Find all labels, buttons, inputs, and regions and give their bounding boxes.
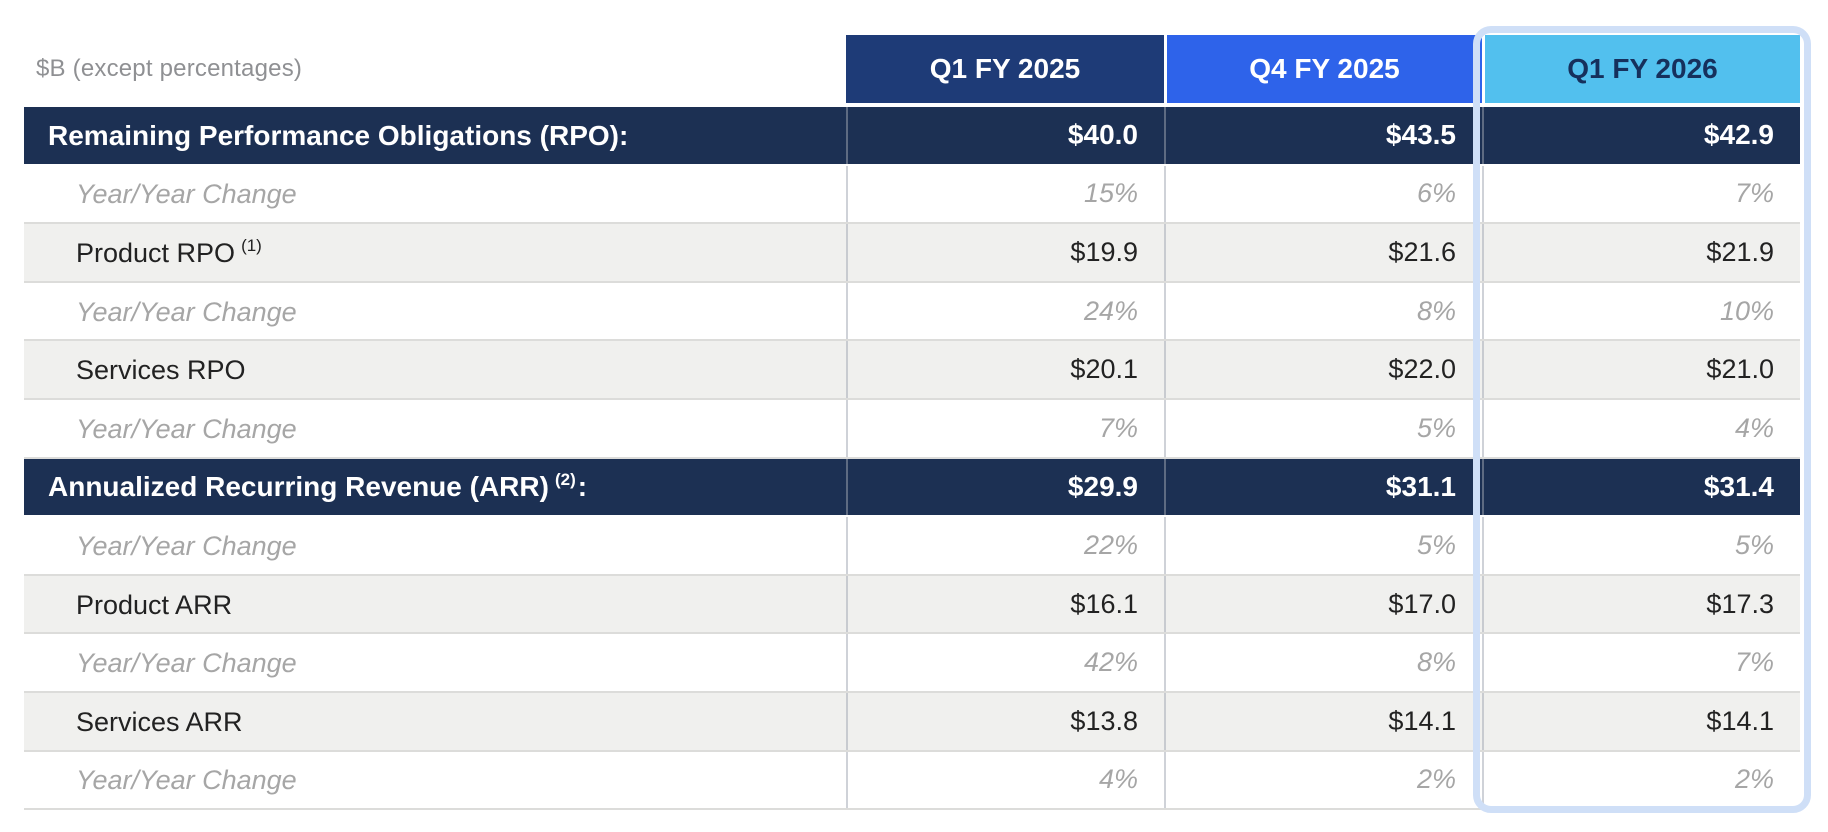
table-row-yoy: Year/Year Change 7% 5% 4%: [24, 399, 1800, 459]
cell-value: $22.0: [1164, 341, 1482, 398]
table-row-yoy: Year/Year Change 42% 8% 7%: [24, 634, 1800, 693]
row-label: Annualized Recurring Revenue (ARR) (2):: [48, 470, 588, 503]
row-label: Year/Year Change: [76, 179, 297, 210]
cell-value: 6%: [1164, 165, 1482, 223]
cell-value: 2%: [1164, 751, 1482, 809]
cell-value: $21.6: [1164, 224, 1482, 281]
cell-value: 8%: [1164, 282, 1482, 340]
cell-value: 8%: [1164, 634, 1482, 691]
cell-value: 7%: [1482, 165, 1800, 223]
cell-value: 42%: [846, 634, 1164, 691]
cell-value: $14.1: [1482, 692, 1800, 750]
cell-value: $42.9: [1482, 107, 1800, 164]
cell-value: $17.3: [1482, 575, 1800, 633]
cell-value: $31.4: [1482, 458, 1800, 516]
cell-value: $20.1: [846, 341, 1164, 398]
cell-value: $16.1: [846, 575, 1164, 633]
row-label: Year/Year Change: [76, 530, 297, 561]
column-header-q1-fy2026: Q1 FY 2026: [1482, 35, 1800, 103]
cell-value: 2%: [1482, 751, 1800, 809]
row-label: Product ARR: [76, 589, 233, 620]
cell-value: $13.8: [846, 692, 1164, 750]
cell-value: $14.1: [1164, 692, 1482, 750]
row-label: Year/Year Change: [76, 648, 297, 679]
row-label: Year/Year Change: [76, 413, 297, 444]
cell-value: $29.9: [846, 458, 1164, 516]
table-row-rpo-total: Remaining Performance Obligations (RPO):…: [24, 107, 1800, 166]
cell-value: 7%: [1482, 634, 1800, 691]
cell-value: $31.1: [1164, 458, 1482, 516]
table-row-services-arr: Services ARR $13.8 $14.1 $14.1: [24, 692, 1800, 752]
table-row-arr-total: Annualized Recurring Revenue (ARR) (2): $…: [24, 458, 1800, 518]
row-label: Year/Year Change: [76, 296, 297, 327]
table-header-row: $B (except percentages) Q1 FY 2025 Q4 FY…: [24, 35, 1800, 103]
table-body: Remaining Performance Obligations (RPO):…: [24, 107, 1800, 811]
cell-value: $17.0: [1164, 575, 1482, 633]
cell-value: 10%: [1482, 282, 1800, 340]
cell-value: 22%: [846, 517, 1164, 574]
cell-value: 4%: [1482, 399, 1800, 457]
cell-value: 5%: [1164, 399, 1482, 457]
table-row-yoy: Year/Year Change 22% 5% 5%: [24, 517, 1800, 576]
cell-value: $21.0: [1482, 341, 1800, 398]
table-row-services-rpo: Services RPO $20.1 $22.0 $21.0: [24, 341, 1800, 400]
row-label: Product RPO (1): [76, 235, 262, 268]
cell-value: 5%: [1482, 517, 1800, 574]
cell-value: $40.0: [846, 107, 1164, 164]
column-header-q4-fy2025: Q4 FY 2025: [1164, 35, 1482, 103]
cell-value: 5%: [1164, 517, 1482, 574]
row-label: Remaining Performance Obligations (RPO):: [48, 119, 629, 151]
table-row-yoy: Year/Year Change 24% 8% 10%: [24, 282, 1800, 342]
table-row-product-rpo: Product RPO (1) $19.9 $21.6 $21.9: [24, 224, 1800, 283]
row-label: Services RPO: [76, 355, 246, 386]
table-row-yoy: Year/Year Change 15% 6% 7%: [24, 165, 1800, 225]
unit-note: $B (except percentages): [36, 55, 303, 82]
row-label: Services ARR: [76, 706, 243, 737]
cell-value: 4%: [846, 751, 1164, 809]
table-row-product-arr: Product ARR $16.1 $17.0 $17.3: [24, 575, 1800, 635]
cell-value: 7%: [846, 399, 1164, 457]
cell-value: $43.5: [1164, 107, 1482, 164]
cell-value: 15%: [846, 165, 1164, 223]
cell-value: $21.9: [1482, 224, 1800, 281]
cell-value: $19.9: [846, 224, 1164, 281]
financial-metrics-table: $B (except percentages) Q1 FY 2025 Q4 FY…: [24, 26, 1811, 813]
table-row-yoy: Year/Year Change 4% 2% 2%: [24, 751, 1800, 811]
cell-value: 24%: [846, 282, 1164, 340]
row-label: Year/Year Change: [76, 765, 297, 796]
column-header-q1-fy2025: Q1 FY 2025: [846, 35, 1164, 103]
